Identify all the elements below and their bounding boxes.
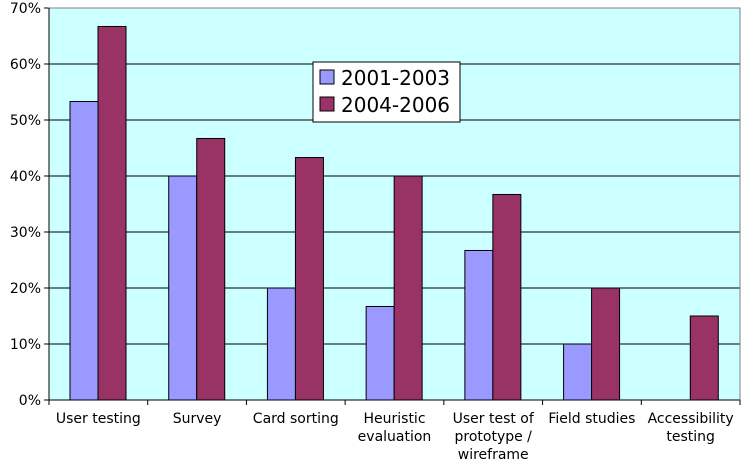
legend-label: 2004-2006 [341,93,450,117]
legend-swatch [319,69,335,85]
y-tick-label: 50% [10,113,41,129]
legend-box [312,61,461,123]
bar-2001-2003-5 [563,343,593,401]
y-tick-label: 60% [10,57,41,73]
bar-2001-2003-1 [168,175,198,401]
category-label: Field studies [548,411,635,427]
y-tick-label: 0% [19,393,41,409]
bar-2004-2006-6 [689,315,719,401]
y-tick-label: 10% [10,337,41,353]
bar-2004-2006-1 [196,137,226,401]
category-label: Accessibility testing [648,411,734,445]
category-label: Heuristic evaluation [358,411,432,445]
category-label: Card sorting [253,411,339,427]
y-tick-label: 70% [10,1,41,17]
bar-2001-2003-0 [69,101,99,401]
y-tick-label: 20% [10,281,41,297]
bar-2004-2006-0 [97,25,127,401]
bar-2001-2003-2 [266,287,296,401]
bar-2004-2006-4 [492,193,522,401]
category-label: User test of prototype / wireframe [453,411,535,463]
bar-2004-2006-2 [294,157,324,401]
legend-swatch [319,96,335,112]
bar-2004-2006-3 [393,175,423,401]
y-tick-label: 30% [10,225,41,241]
category-label: User testing [56,411,141,427]
category-label: Survey [173,411,222,427]
bar-2004-2006-5 [591,287,621,401]
y-tick-label: 40% [10,169,41,185]
legend-label: 2001-2003 [341,66,450,90]
bar-2001-2003-4 [464,249,494,401]
bar-2001-2003-3 [365,305,395,401]
